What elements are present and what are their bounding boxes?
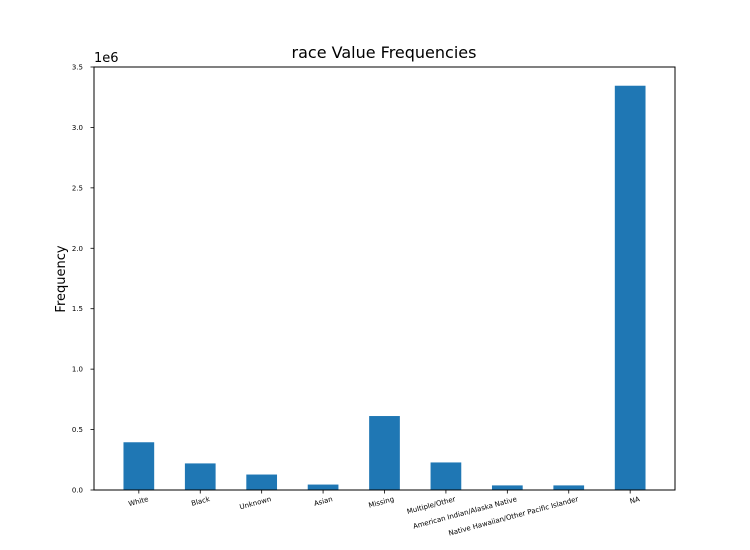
y-tick-label: 1.5	[72, 305, 83, 313]
bar	[123, 442, 155, 490]
x-tick-label: Missing	[368, 495, 395, 509]
y-axis-offset-label: 1e6	[94, 51, 119, 66]
y-tick-label: 2.5	[72, 184, 83, 192]
plot-frame	[93, 66, 676, 491]
y-tick-label: 3.0	[72, 124, 83, 132]
bar	[369, 416, 400, 490]
x-tick-label: Black	[190, 495, 211, 508]
x-tick-label: Unknown	[239, 495, 272, 511]
y-axis-ticks: 0.0 0.5 1.0 1.5 2.0 2.5 3.0 3.5	[72, 64, 94, 495]
bar	[307, 484, 339, 490]
bar	[184, 463, 216, 490]
bars-group	[123, 85, 646, 491]
chart-title: race Value Frequencies	[292, 43, 477, 62]
x-tick-label: White	[128, 495, 150, 508]
bar	[553, 485, 585, 490]
bar	[246, 474, 278, 490]
y-tick-label: 0.5	[72, 426, 83, 434]
x-tick-label: NA	[629, 495, 641, 505]
y-tick-label: 2.0	[72, 245, 83, 253]
x-axis-ticks: White Black Unknown Asian Missing Multiple/Ot…	[128, 490, 641, 538]
bar	[430, 462, 462, 490]
y-tick-label: 1.0	[72, 366, 83, 374]
y-axis-label: Frequency	[54, 245, 69, 312]
bar	[614, 85, 646, 491]
y-tick-label: 3.5	[72, 64, 83, 72]
bar	[491, 485, 523, 490]
y-tick-label: 0.0	[72, 487, 83, 495]
x-tick-label: Asian	[313, 495, 334, 508]
